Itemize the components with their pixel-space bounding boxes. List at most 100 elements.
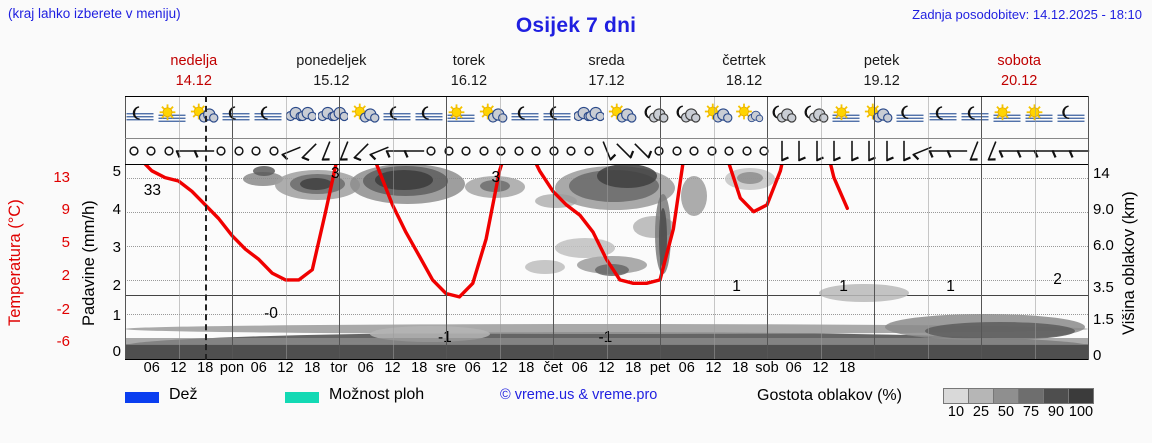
sky-condition-icon xyxy=(510,103,542,131)
wind-barb xyxy=(262,139,286,163)
wind-barb xyxy=(665,139,689,163)
day-header-5: četrtek 18.12 xyxy=(675,52,813,96)
wind-barb xyxy=(384,139,408,163)
temperature-value-label: -1 xyxy=(598,328,613,346)
temperature-value-label: 3 xyxy=(331,165,340,183)
wind-barb xyxy=(507,139,531,163)
sky-condition-icon xyxy=(414,103,446,131)
cloud-density-swatch xyxy=(1068,388,1094,404)
wind-barb xyxy=(927,139,951,163)
day-date: 14.12 xyxy=(175,73,212,89)
wind-barb xyxy=(1050,139,1074,163)
sky-condition-icon xyxy=(639,103,671,131)
hour-label: čet xyxy=(543,360,563,376)
cloud-height-tick: 0 xyxy=(1093,347,1102,364)
sky-condition-icon xyxy=(1024,103,1056,131)
day-header-3: torek 16.12 xyxy=(400,52,538,96)
temperature-value-label: -0 xyxy=(264,304,278,322)
day-header-7: sobota 20.12 xyxy=(950,52,1088,96)
wind-barb xyxy=(805,139,829,163)
cloud-density-value: 25 xyxy=(972,404,990,420)
hour-label: pon xyxy=(219,360,245,376)
showers-legend-label: Možnost ploh xyxy=(329,386,425,403)
wind-barb xyxy=(980,139,1004,163)
hour-gridline xyxy=(285,96,287,360)
sky-condition-icon xyxy=(703,103,735,131)
hour-label: 06 xyxy=(250,360,267,376)
hour-label: 06 xyxy=(357,360,374,376)
wind-barb xyxy=(945,139,969,163)
wind-barb xyxy=(647,139,671,163)
hour-gridline xyxy=(820,96,822,360)
day-header-2: ponedeljek 15.12 xyxy=(263,52,401,96)
day-separator xyxy=(232,96,233,360)
page-title: Osijek 7 dni xyxy=(515,14,637,37)
day-name: torek xyxy=(452,53,486,69)
showers-color-swatch xyxy=(285,392,319,403)
sky-condition-icon xyxy=(895,103,927,131)
wind-barb xyxy=(559,139,583,163)
hour-label: 06 xyxy=(785,360,802,376)
forecast-plot: 33-03-13-161817162 xyxy=(125,96,1091,360)
hour-label: 18 xyxy=(839,360,856,376)
day-separator xyxy=(125,96,126,360)
temperature-tick: -2 xyxy=(56,301,70,318)
cloud-density-swatch xyxy=(1018,388,1044,404)
wind-barb xyxy=(524,139,548,163)
day-date: 20.12 xyxy=(1001,73,1038,89)
cloud-density-swatch xyxy=(968,388,994,404)
hour-label: 18 xyxy=(518,360,535,376)
menu-hint-text: (kraj lahko izberete v meniju) xyxy=(8,6,181,21)
wind-barb xyxy=(139,139,163,163)
wind-barb xyxy=(279,139,303,163)
wind-barb xyxy=(962,139,986,163)
temperature-value-label: -1 xyxy=(438,328,452,346)
cloud-density-value: 50 xyxy=(997,404,1015,420)
sky-condition-icon xyxy=(607,103,639,131)
hour-label: 18 xyxy=(304,360,321,376)
cloud-density-scale: 10 25 50 75 90 100 xyxy=(943,386,1113,422)
wind-barb xyxy=(1067,139,1091,163)
hour-label: 18 xyxy=(625,360,642,376)
cloud-density-swatch xyxy=(943,388,969,404)
sky-condition-icon xyxy=(446,103,478,131)
sky-condition-icon xyxy=(767,103,799,131)
sky-condition-icon xyxy=(735,103,767,131)
sky-condition-icon xyxy=(928,103,960,131)
day-name: sreda xyxy=(588,53,625,69)
temperature-tick: 9 xyxy=(61,201,70,218)
cloud-density-legend-label: Gostota oblakov (%) xyxy=(757,387,902,404)
temperature-tick: 2 xyxy=(61,267,70,284)
cloud-density-value: 90 xyxy=(1047,404,1065,420)
wind-barb xyxy=(314,139,338,163)
precip-tick: 0 xyxy=(112,343,121,360)
plot-bottom-border xyxy=(125,359,1088,360)
sky-condition-icon xyxy=(253,103,285,131)
cloud-height-tick: 9.0 xyxy=(1093,201,1114,218)
wind-barb xyxy=(157,139,181,163)
sky-condition-icon xyxy=(863,103,895,131)
cloud-density-value: 75 xyxy=(1022,404,1040,420)
hour-label: 06 xyxy=(571,360,588,376)
sky-condition-icon xyxy=(542,103,574,131)
wind-barb xyxy=(349,139,373,163)
cloud-density-value: 100 xyxy=(1068,404,1094,420)
day-name: nedelja xyxy=(170,53,218,69)
temperature-value-label: 33 xyxy=(143,182,161,200)
wind-barb xyxy=(419,139,443,163)
wind-barb xyxy=(997,139,1021,163)
temperature-value-label: 3 xyxy=(491,168,501,186)
cloud-height-tick: 14 xyxy=(1093,165,1110,182)
hour-label: sre xyxy=(435,360,457,376)
hour-gridline xyxy=(713,96,715,360)
wind-barb xyxy=(297,139,321,163)
hour-gridline xyxy=(499,96,501,360)
day-name: ponedeljek xyxy=(296,53,367,69)
copyright-link[interactable]: © vreme.us & vreme.pro xyxy=(500,387,658,403)
hour-label: 18 xyxy=(411,360,428,376)
cloud-axis-ticks: 14 9.0 6.0 3.5 1.5 0 xyxy=(1093,96,1141,364)
wind-barb xyxy=(244,139,268,163)
day-separator xyxy=(874,96,875,360)
day-date: 19.12 xyxy=(863,73,900,89)
day-header-strip: nedelja 14.12 ponedeljek 15.12 torek 16.12 sre… xyxy=(125,52,1088,96)
